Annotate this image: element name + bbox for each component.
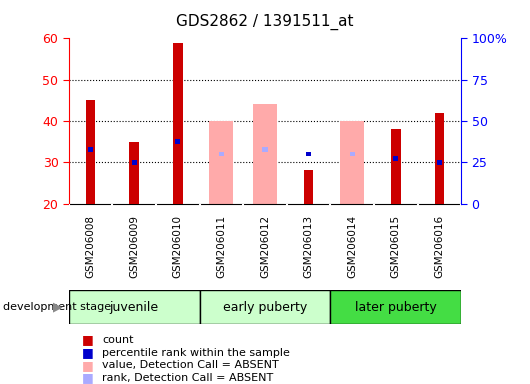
Text: GSM206010: GSM206010 — [173, 215, 183, 278]
Text: rank, Detection Call = ABSENT: rank, Detection Call = ABSENT — [102, 373, 273, 383]
Text: GSM206011: GSM206011 — [216, 215, 226, 278]
Bar — [129, 142, 139, 204]
Text: GSM206013: GSM206013 — [304, 215, 314, 278]
Bar — [435, 113, 444, 204]
Text: GDS2862 / 1391511_at: GDS2862 / 1391511_at — [176, 13, 354, 30]
Bar — [219, 152, 224, 156]
Bar — [131, 160, 137, 165]
Text: GSM206016: GSM206016 — [434, 215, 444, 278]
Bar — [209, 121, 233, 204]
Bar — [340, 121, 364, 204]
Bar — [69, 290, 200, 324]
Bar — [253, 104, 277, 204]
Bar — [86, 100, 95, 204]
Text: ■: ■ — [82, 346, 94, 359]
Bar — [175, 139, 180, 144]
Bar — [330, 290, 461, 324]
Bar — [173, 43, 183, 204]
Text: GSM206009: GSM206009 — [129, 215, 139, 278]
Bar — [393, 156, 399, 161]
Text: later puberty: later puberty — [355, 301, 437, 314]
Text: ■: ■ — [82, 359, 94, 372]
Text: GSM206012: GSM206012 — [260, 215, 270, 278]
Text: ▶: ▶ — [53, 301, 63, 314]
Bar — [262, 147, 268, 152]
Bar — [437, 160, 442, 165]
Text: count: count — [102, 335, 134, 345]
Text: development stage: development stage — [3, 302, 111, 312]
Bar — [350, 152, 355, 156]
Text: ■: ■ — [82, 333, 94, 346]
Bar — [306, 152, 311, 156]
Bar — [200, 290, 330, 324]
Bar — [88, 147, 93, 152]
Text: GSM206014: GSM206014 — [347, 215, 357, 278]
Text: value, Detection Call = ABSENT: value, Detection Call = ABSENT — [102, 360, 279, 370]
Text: percentile rank within the sample: percentile rank within the sample — [102, 348, 290, 358]
Text: juvenile: juvenile — [110, 301, 159, 314]
Bar — [304, 170, 313, 204]
Text: ■: ■ — [82, 371, 94, 384]
Bar — [391, 129, 401, 204]
Text: GSM206008: GSM206008 — [86, 215, 96, 278]
Text: early puberty: early puberty — [223, 301, 307, 314]
Text: GSM206015: GSM206015 — [391, 215, 401, 278]
